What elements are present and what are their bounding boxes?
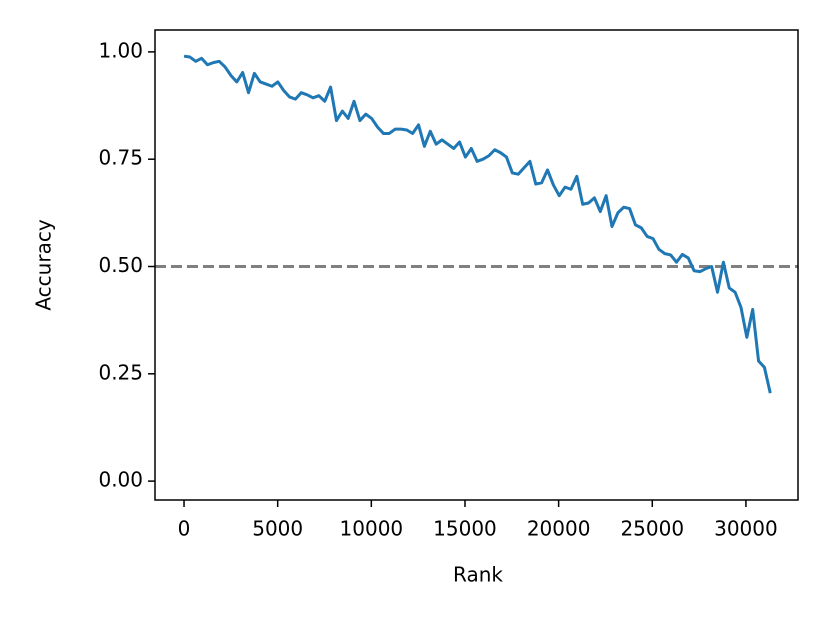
x-tick-label: 25000 — [620, 517, 684, 541]
data-line — [183, 54, 772, 394]
y-axis-label: Accuracy — [32, 219, 56, 310]
x-tick-label: 0 — [178, 517, 191, 541]
y-tick-label: 0.50 — [98, 253, 143, 277]
y-tick-label: 0.00 — [98, 468, 143, 492]
x-tick-label: 10000 — [340, 517, 404, 541]
x-tick-label: 20000 — [527, 517, 591, 541]
x-tick-label: 30000 — [714, 517, 778, 541]
x-tick-label: 5000 — [252, 517, 303, 541]
plot-frame — [154, 29, 799, 501]
y-tick-label: 0.75 — [98, 146, 143, 170]
x-tick-label: 15000 — [433, 517, 497, 541]
x-axis-label: Rank — [453, 563, 503, 587]
y-tick-label: 0.25 — [98, 360, 143, 384]
y-tick-label: 1.00 — [98, 38, 143, 62]
